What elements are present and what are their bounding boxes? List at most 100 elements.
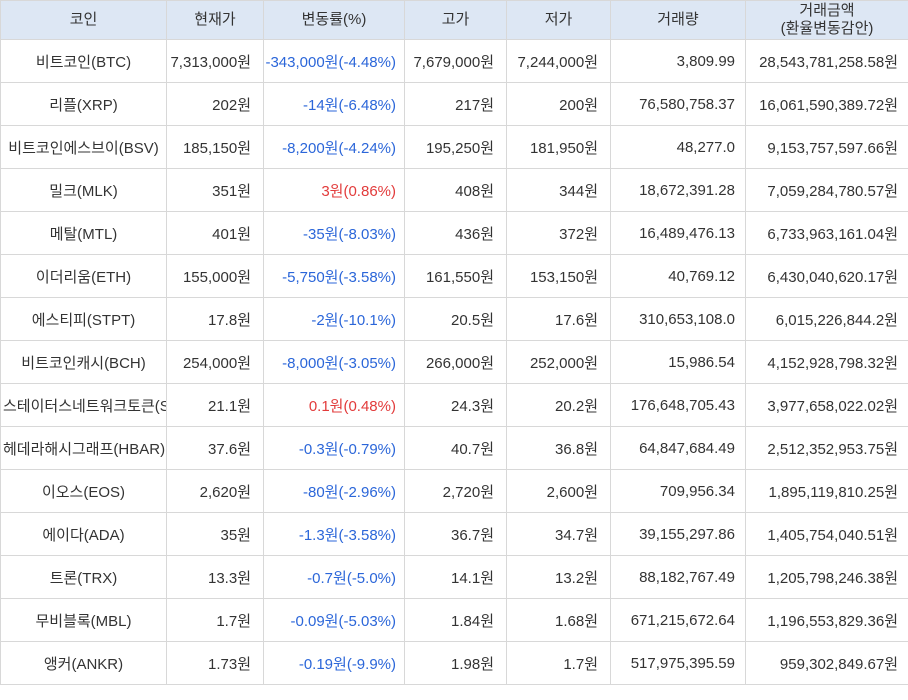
change-cell: -14원(-6.48%) <box>263 82 405 126</box>
volume-cell: 16,489,476.13 <box>610 211 746 255</box>
col-header-amount-line2: (환율변동감안) <box>780 20 874 37</box>
amount-cell: 1,196,553,829.36원 <box>745 598 908 642</box>
change-cell: -2원(-10.1%) <box>263 297 405 341</box>
low-cell: 1.68원 <box>506 598 611 642</box>
name-cell: 이더리움(ETH) <box>0 254 167 298</box>
low-cell: 36.8원 <box>506 426 611 470</box>
change-cell: -343,000원(-4.48%) <box>263 39 405 83</box>
high-cell: 20.5원 <box>404 297 507 341</box>
volume-cell: 3,809.99 <box>610 39 746 83</box>
change-cell: -0.09원(-5.03%) <box>263 598 405 642</box>
high-cell: 7,679,000원 <box>404 39 507 83</box>
table-row[interactable]: 이더리움(ETH) 155,000원 -5,750원(-3.58%) 161,550원… <box>0 254 908 298</box>
table-row[interactable]: 비트코인(BTC) 7,313,000원 -343,000원(-4.48%) 7,67… <box>0 39 908 83</box>
table-row[interactable]: 헤데라해시그래프(HBAR) 37.6원 -0.3원(-0.79%) 40.7원 36.… <box>0 426 908 470</box>
high-cell: 24.3원 <box>404 383 507 427</box>
high-cell: 2,720원 <box>404 469 507 513</box>
volume-cell: 176,648,705.43 <box>610 383 746 427</box>
amount-cell: 959,302,849.67원 <box>745 641 908 685</box>
amount-cell: 6,733,963,161.04원 <box>745 211 908 255</box>
high-cell: 1.84원 <box>404 598 507 642</box>
table-row[interactable]: 메탈(MTL) 401원 -35원(-8.03%) 436원 372원 16,489,47… <box>0 211 908 255</box>
name-cell: 비트코인(BTC) <box>0 39 167 83</box>
name-cell: 에이다(ADA) <box>0 512 167 556</box>
low-cell: 252,000원 <box>506 340 611 384</box>
change-cell: -0.3원(-0.79%) <box>263 426 405 470</box>
price-cell: 17.8원 <box>166 297 264 341</box>
volume-cell: 18,672,391.28 <box>610 168 746 212</box>
amount-cell: 1,405,754,040.51원 <box>745 512 908 556</box>
name-cell: 밀크(MLK) <box>0 168 167 212</box>
amount-cell: 16,061,590,389.72원 <box>745 82 908 126</box>
low-cell: 20.2원 <box>506 383 611 427</box>
price-cell: 401원 <box>166 211 264 255</box>
change-cell: 0.1원(0.48%) <box>263 383 405 427</box>
volume-cell: 39,155,297.86 <box>610 512 746 556</box>
price-cell: 254,000원 <box>166 340 264 384</box>
col-header-high: 고가 <box>404 0 507 40</box>
table-row[interactable]: 비트코인에스브이(BSV) 185,150원 -8,200원(-4.24%) 195,… <box>0 125 908 169</box>
table-row[interactable]: 트론(TRX) 13.3원 -0.7원(-5.0%) 14.1원 13.2원 88,182… <box>0 555 908 599</box>
low-cell: 34.7원 <box>506 512 611 556</box>
change-cell: -80원(-2.96%) <box>263 469 405 513</box>
change-cell: -5,750원(-3.58%) <box>263 254 405 298</box>
low-cell: 372원 <box>506 211 611 255</box>
change-cell: -0.19원(-9.9%) <box>263 641 405 685</box>
table-row[interactable]: 무비블록(MBL) 1.7원 -0.09원(-5.03%) 1.84원 1.68원 671… <box>0 598 908 642</box>
low-cell: 200원 <box>506 82 611 126</box>
table-row[interactable]: 스테이터스네트워크토큰(SNT)21.1원0.1원(0.48%)24.3원20.… <box>0 383 908 427</box>
amount-cell: 1,205,798,246.38원 <box>745 555 908 599</box>
table-row[interactable]: 이오스(EOS) 2,620원 -80원(-2.96%) 2,720원 2,600원 70… <box>0 469 908 513</box>
price-cell: 13.3원 <box>166 555 264 599</box>
name-cell: 비트코인캐시(BCH) <box>0 340 167 384</box>
name-cell: 이오스(EOS) <box>0 469 167 513</box>
col-header-volume: 거래량 <box>610 0 746 40</box>
col-header-low: 저가 <box>506 0 611 40</box>
name-cell: 헤데라해시그래프(HBAR) <box>0 426 167 470</box>
col-header-amount: 거래금액 (환율변동감안) <box>745 0 908 40</box>
high-cell: 14.1원 <box>404 555 507 599</box>
col-header-change: 변동률(%) <box>263 0 405 40</box>
price-cell: 2,620원 <box>166 469 264 513</box>
col-header-coin: 코인 <box>0 0 167 40</box>
amount-cell: 28,543,781,258.58원 <box>745 39 908 83</box>
amount-cell: 6,430,040,620.17원 <box>745 254 908 298</box>
low-cell: 7,244,000원 <box>506 39 611 83</box>
low-cell: 181,950원 <box>506 125 611 169</box>
amount-cell: 7,059,284,780.57원 <box>745 168 908 212</box>
name-cell: 스테이터스네트워크토큰(SNT) <box>0 383 167 427</box>
table-row[interactable]: 리플(XRP) 202원 -14원(-6.48%) 217원 200원 76,580,75… <box>0 82 908 126</box>
table-row[interactable]: 에스티피(STPT) 17.8원 -2원(-10.1%) 20.5원 17.6원 310,… <box>0 297 908 341</box>
low-cell: 1.7원 <box>506 641 611 685</box>
coin-price-page: 코인 현재가 변동률(%) 고가 저가 거래량 거래금액 (환율변동감안) 비트… <box>0 0 908 685</box>
table-row[interactable]: 앵커(ANKR) 1.73원 -0.19원(-9.9%) 1.98원 1.7원 517,9… <box>0 641 908 685</box>
change-cell: -8,200원(-4.24%) <box>263 125 405 169</box>
table-row[interactable]: 에이다(ADA) 35원 -1.3원(-3.58%) 36.7원 34.7원 39,155… <box>0 512 908 556</box>
header-row: 코인 현재가 변동률(%) 고가 저가 거래량 거래금액 (환율변동감안) <box>0 0 908 40</box>
volume-cell: 517,975,395.59 <box>610 641 746 685</box>
amount-cell: 2,512,352,953.75원 <box>745 426 908 470</box>
col-header-price: 현재가 <box>166 0 264 40</box>
low-cell: 17.6원 <box>506 297 611 341</box>
low-cell: 153,150원 <box>506 254 611 298</box>
price-cell: 37.6원 <box>166 426 264 470</box>
high-cell: 408원 <box>404 168 507 212</box>
coin-table-body: 비트코인(BTC) 7,313,000원 -343,000원(-4.48%) 7,67… <box>0 39 908 685</box>
high-cell: 40.7원 <box>404 426 507 470</box>
high-cell: 36.7원 <box>404 512 507 556</box>
price-cell: 7,313,000원 <box>166 39 264 83</box>
name-cell: 메탈(MTL) <box>0 211 167 255</box>
table-row[interactable]: 밀크(MLK) 351원 3원(0.86%) 408원 344원 18,672,391.2… <box>0 168 908 212</box>
change-cell: -0.7원(-5.0%) <box>263 555 405 599</box>
amount-cell: 4,152,928,798.32원 <box>745 340 908 384</box>
table-row[interactable]: 비트코인캐시(BCH) 254,000원 -8,000원(-3.05%) 266,00… <box>0 340 908 384</box>
price-cell: 155,000원 <box>166 254 264 298</box>
high-cell: 436원 <box>404 211 507 255</box>
high-cell: 266,000원 <box>404 340 507 384</box>
amount-cell: 6,015,226,844.2원 <box>745 297 908 341</box>
volume-cell: 76,580,758.37 <box>610 82 746 126</box>
name-cell: 앵커(ANKR) <box>0 641 167 685</box>
high-cell: 1.98원 <box>404 641 507 685</box>
volume-cell: 48,277.0 <box>610 125 746 169</box>
coin-table: 코인 현재가 변동률(%) 고가 저가 거래량 거래금액 (환율변동감안) 비트… <box>0 0 908 685</box>
